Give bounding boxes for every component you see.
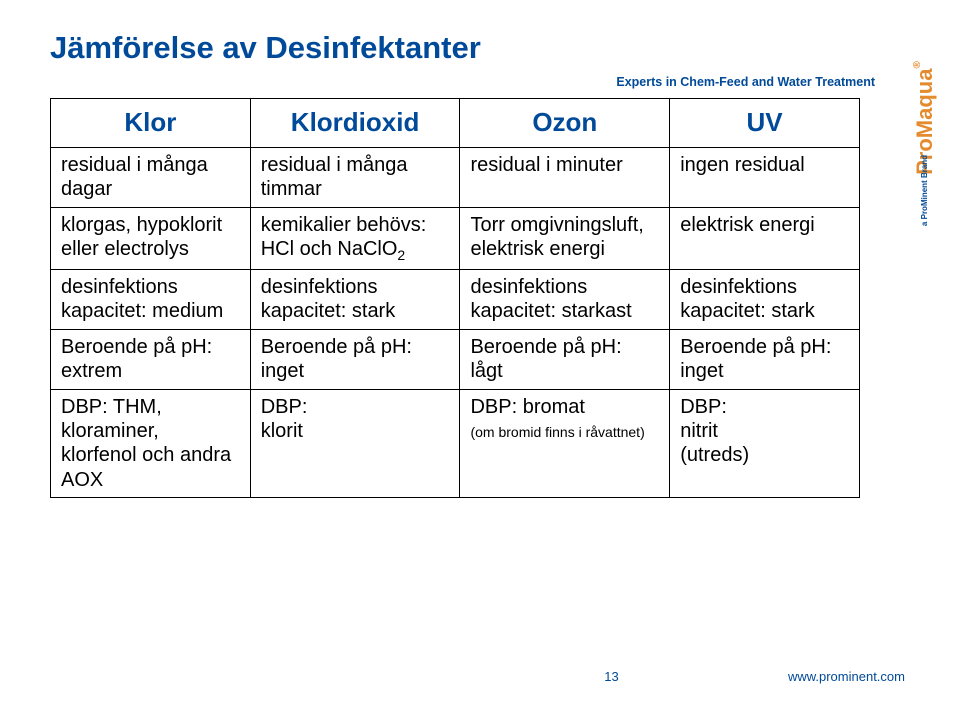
- cell: Beroende på pH:lågt: [460, 329, 670, 389]
- cell: Beroende på pH:extrem: [51, 329, 251, 389]
- footer-url: www.prominent.com: [788, 669, 905, 684]
- cell: elektrisk energi: [670, 207, 860, 269]
- cell: DBP:klorit: [250, 389, 460, 498]
- table-row: klorgas, hypoklorit eller electrolys kem…: [51, 207, 860, 269]
- tagline: Experts in Chem-Feed and Water Treatment: [616, 75, 875, 89]
- table-row: Beroende på pH:extrem Beroende på pH:ing…: [51, 329, 860, 389]
- page-number: 13: [604, 669, 618, 684]
- slide-title: Jämförelse av Desinfektanter: [50, 30, 910, 66]
- cell: DBP: bromat(om bromid finns i råvattnet): [460, 389, 670, 498]
- cell: klorgas, hypoklorit eller electrolys: [51, 207, 251, 269]
- th-klordioxid: Klordioxid: [250, 99, 460, 148]
- brand-logo-block: ProMaqua® a ProMinent Brand: [900, 20, 950, 210]
- th-klor: Klor: [51, 99, 251, 148]
- table-row: residual i många dagar residual i många …: [51, 147, 860, 207]
- footer: 13 www.prominent.com: [0, 669, 960, 684]
- cell: desinfektions kapacitet: starkast: [460, 269, 670, 329]
- cell: residual i minuter: [460, 147, 670, 207]
- cell: DBP:nitrit(utreds): [670, 389, 860, 498]
- cell: DBP: THM, kloraminer, klorfenol och andr…: [51, 389, 251, 498]
- table-row: DBP: THM, kloraminer, klorfenol och andr…: [51, 389, 860, 498]
- table-row: desinfektions kapacitet: medium desinfek…: [51, 269, 860, 329]
- cell: residual i många timmar: [250, 147, 460, 207]
- cell: ingen residual: [670, 147, 860, 207]
- brand-sub: a ProMinent Brand: [921, 155, 930, 226]
- cell: Torr omgivningsluft, elektrisk energi: [460, 207, 670, 269]
- cell: residual i många dagar: [51, 147, 251, 207]
- comparison-table: Klor Klordioxid Ozon UV residual i många…: [50, 98, 860, 498]
- th-uv: UV: [670, 99, 860, 148]
- th-ozon: Ozon: [460, 99, 670, 148]
- cell: Beroende på pH:inget: [250, 329, 460, 389]
- cell: kemikalier behövs: HCl och NaClO2: [250, 207, 460, 269]
- cell: desinfektions kapacitet: stark: [250, 269, 460, 329]
- cell: desinfektions kapacitet: medium: [51, 269, 251, 329]
- cell: desinfektions kapacitet: stark: [670, 269, 860, 329]
- cell: Beroende på pH:inget: [670, 329, 860, 389]
